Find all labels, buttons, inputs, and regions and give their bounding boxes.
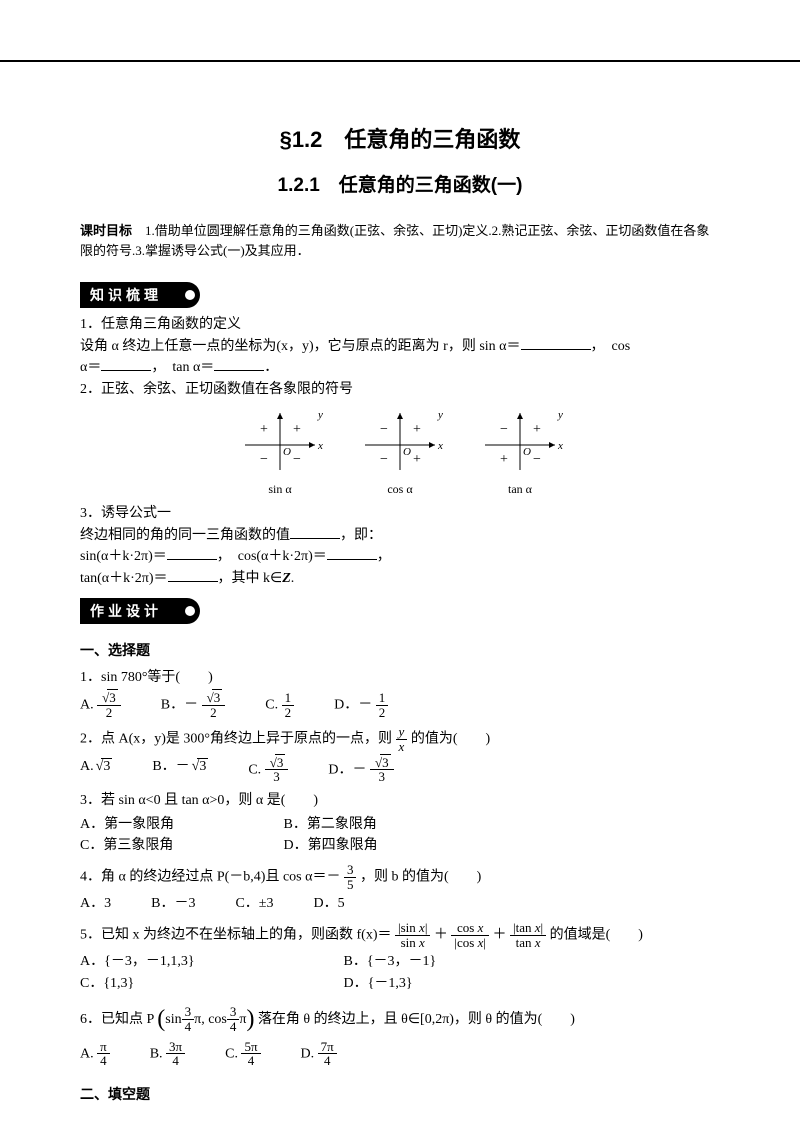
k1-title: 1．任意角三角函数的定义 — [80, 314, 720, 336]
band-knowledge: 知识梳理 — [80, 282, 200, 308]
svg-text:x: x — [557, 440, 563, 452]
q2-choices: A.3 B．－3 C. 33 D．－ 33 — [80, 756, 720, 784]
svg-text:y: y — [317, 409, 323, 421]
knowledge-body: 1．任意角三角函数的定义 设角 α 终边上任意一点的坐标为(x，y)，它与原点的… — [80, 314, 720, 590]
k2-title: 2．正弦、余弦、正切函数值在各象限的符号 — [80, 379, 720, 401]
svg-text:−: − — [380, 452, 388, 467]
svg-text:+: + — [260, 422, 268, 437]
blank — [214, 357, 264, 371]
q3-choices: A．第一象限角 B．第二象限角 C．第三象限角 D．第四象限角 — [80, 814, 720, 857]
q6-stem: 6．已知点 P (sin34π, cos34π) 落在角 θ 的终边上，且 θ∈… — [80, 1001, 720, 1038]
blank — [168, 568, 218, 582]
q4-choices: A．3 B．－3 C．±3 D．5 — [80, 893, 720, 915]
q6-choices: A. π4 B. 3π4 C. 5π4 D. 7π4 — [80, 1040, 720, 1068]
lesson-goal: 课时目标 1.借助单位圆理解任意角的三角函数(正弦、余弦、正切)定义.2.熟记正… — [80, 221, 720, 260]
q5-choices: A．{－3，－1,1,3} B．{－3，－1} C．{1,3} D．{－1,3} — [80, 951, 720, 994]
blank — [327, 546, 377, 560]
hw-sec1: 一、选择题 — [80, 640, 720, 662]
svg-text:+: + — [500, 452, 508, 467]
svg-text:+: + — [413, 452, 421, 467]
goal-label: 课时目标 — [80, 223, 132, 238]
svg-text:+: + — [533, 422, 541, 437]
svg-text:+: + — [413, 422, 421, 437]
k3-title: 3．诱导公式一 — [80, 503, 720, 525]
svg-text:−: − — [260, 452, 268, 467]
blank — [167, 546, 217, 560]
goal-text: 1.借助单位圆理解任意角的三角函数(正弦、余弦、正切)定义.2.熟记正弦、余弦、… — [80, 223, 709, 258]
svg-text:−: − — [380, 422, 388, 437]
diagram-sin: y x O + + − − sin α — [235, 405, 325, 499]
band-homework: 作业设计 — [80, 598, 200, 624]
svg-text:−: − — [500, 422, 508, 437]
subsection-title: 1.2.1 任意角的三角函数(一) — [80, 170, 720, 197]
diagram-cos: y x O − + − + cos α — [355, 405, 445, 499]
q2-stem: 2．点 A(x，y)是 300°角终边上异于原点的一点，则 yx 的值为( ) — [80, 725, 720, 753]
blank — [290, 525, 340, 539]
q5-stem: 5．已知 x 为终边不在坐标轴上的角，则函数 f(x)＝ |sin x|sin … — [80, 921, 720, 949]
quadrant-diagrams: y x O + + − − sin α y x O — [80, 405, 720, 499]
q3-stem: 3．若 sin α<0 且 tan α>0，则 α 是( ) — [80, 790, 720, 812]
svg-text:O: O — [283, 446, 291, 458]
hw-sec2: 二、填空题 — [80, 1084, 720, 1106]
q4-stem: 4．角 α 的终边经过点 P(－b,4)且 cos α＝－ 35 ，则 b 的值… — [80, 863, 720, 891]
svg-text:x: x — [317, 440, 323, 452]
svg-text:y: y — [557, 409, 563, 421]
page: §1.2 任意角的三角函数 1.2.1 任意角的三角函数(一) 课时目标 1.借… — [0, 60, 800, 1146]
homework-body: 一、选择题 1．sin 780°等于( ) A. 32 B．－ 32 C. 12… — [80, 640, 720, 1106]
q1-stem: 1．sin 780°等于( ) — [80, 667, 720, 689]
svg-text:O: O — [403, 446, 411, 458]
svg-text:O: O — [523, 446, 531, 458]
blank — [101, 357, 151, 371]
svg-text:−: − — [533, 452, 541, 467]
blank — [521, 336, 591, 350]
svg-text:y: y — [437, 409, 443, 421]
svg-text:x: x — [437, 440, 443, 452]
svg-text:−: − — [293, 452, 301, 467]
q1-choices: A. 32 B．－ 32 C. 12 D．－ 12 — [80, 691, 720, 719]
svg-text:+: + — [293, 422, 301, 437]
diagram-tan: y x O − + + − tan α — [475, 405, 565, 499]
section-title: §1.2 任意角的三角函数 — [80, 122, 720, 154]
